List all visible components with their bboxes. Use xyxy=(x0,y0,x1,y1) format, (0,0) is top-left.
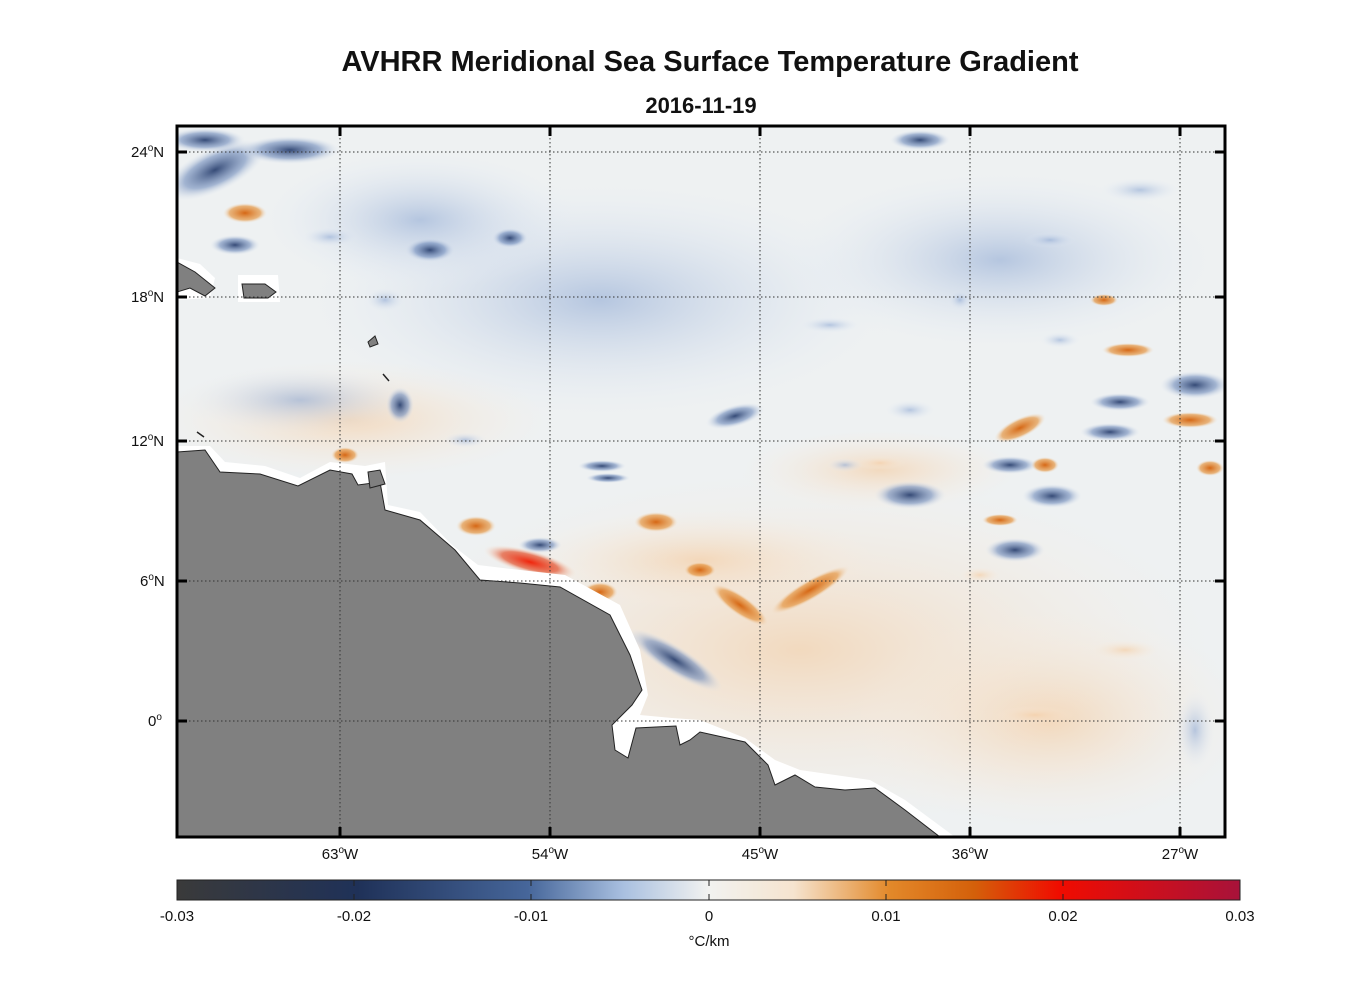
map-date: 2016-11-19 xyxy=(645,93,757,118)
lon-label-63w: 63oW xyxy=(321,845,359,863)
colorbar-tick-label: 0 xyxy=(704,908,714,925)
lon-label-45w: 45oW xyxy=(741,845,779,863)
lat-label-12n: 12oN xyxy=(131,432,165,450)
south-america-landmass xyxy=(177,449,941,837)
lat-label-6n: 6oN xyxy=(140,572,165,590)
lon-label-27w: 27oW xyxy=(1161,845,1199,863)
lon-label-54w: 54oW xyxy=(531,845,569,863)
colorbar-unit-label: °C/km xyxy=(688,933,730,950)
map-frame xyxy=(175,124,1227,839)
colorbar-ticks xyxy=(176,880,1241,900)
colorbar-tick-label: 0.01 xyxy=(871,908,901,925)
axis-ticks xyxy=(177,126,1225,837)
colorbar-tick-label: -0.02 xyxy=(336,908,372,925)
colorbar-tick-label: -0.01 xyxy=(513,908,549,925)
map-title: AVHRR Meridional Sea Surface Temperature… xyxy=(341,46,1079,78)
lat-label-24n: 24oN xyxy=(131,143,165,161)
colorbar-tick-label: 0.03 xyxy=(1225,908,1255,925)
lat-label-18n: 18oN xyxy=(131,288,165,306)
graticule xyxy=(177,126,1225,837)
lat-label-0: 0o xyxy=(148,712,162,730)
sst-gradient-field xyxy=(177,126,1225,837)
colorbar-tick-label: -0.03 xyxy=(159,908,195,925)
colorbar-tick-label: 0.02 xyxy=(1048,908,1078,925)
lon-label-36w: 36oW xyxy=(951,845,989,863)
